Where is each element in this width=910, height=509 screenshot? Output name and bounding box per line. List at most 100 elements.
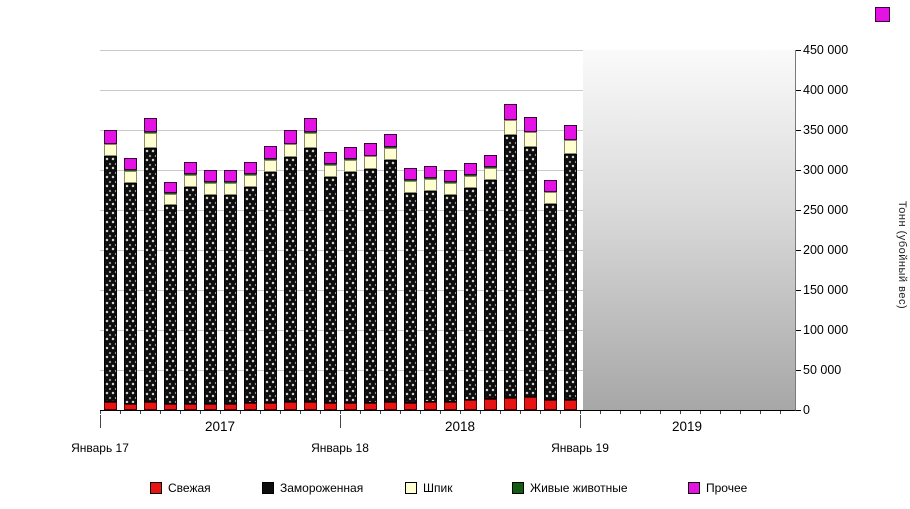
segment-Замороженная [503,134,517,398]
segment-Прочее [183,162,197,175]
segment-Замороженная [123,182,137,404]
y-axis-title: Тонн (убойный вес) [896,200,908,309]
segment-Замороженная [143,147,157,402]
bar-2018-05 [420,50,440,410]
x-month-tick [280,411,281,414]
segment-Замороженная [403,193,417,403]
x-year-tick [340,415,341,428]
segment-Замороженная [483,179,497,399]
bar-2017-02 [120,50,140,410]
x-month-tick [600,411,601,414]
segment-Свежая [443,402,457,410]
segment-Живые животные [223,182,237,183]
segment-Живые животные [123,170,137,171]
legend-swatch [688,482,700,494]
segment-Шпик [303,133,317,148]
legend-label: Замороженная [280,481,364,495]
y-tick-label: 350 000 [803,123,849,137]
x-month-tick [500,411,501,414]
bar-2018-10 [520,50,540,410]
segment-Замороженная [383,160,397,402]
segment-Свежая [523,397,537,410]
segment-Замороженная [363,169,377,403]
bar-2018-08 [480,50,500,410]
segment-Живые животные [103,143,117,145]
segment-Замороженная [243,186,257,403]
x-month-tick [320,411,321,414]
segment-Свежая [123,403,137,410]
segment-Свежая [543,399,557,410]
segment-Шпик [503,120,517,135]
y-tick [796,90,801,91]
segment-Свежая [103,402,117,410]
segment-Прочее [123,158,137,171]
segment-Свежая [563,400,577,410]
segment-Живые животные [183,174,197,175]
y-tick [796,130,801,131]
x-month-tick [480,411,481,414]
segment-Живые животные [463,174,477,176]
segment-Шпик [363,156,377,170]
x-month-tick [440,411,441,414]
segment-Свежая [183,403,197,410]
legend: Свежая Замороженная Шпик Живые животные Проч… [0,481,910,499]
segment-Прочее [483,154,497,167]
segment-Прочее [103,130,117,144]
segment-Свежая [503,398,517,410]
segment-Живые животные [163,193,177,195]
x-year-label: 2019 [671,419,703,434]
segment-Шпик [263,159,277,173]
y-tick [796,50,801,51]
y-tick [796,210,801,211]
bar-2017-11 [300,50,320,410]
x-month-tick [420,411,421,414]
segment-Свежая [383,402,397,410]
segment-Живые животные [323,164,337,166]
legend-item-3: Шпик [405,481,452,495]
segment-Замороженная [303,147,317,402]
segment-Шпик [223,182,237,195]
segment-Прочее [303,118,317,133]
x-jan-label: Январь 17 [71,441,129,455]
segment-Живые животные [543,191,557,193]
segment-Свежая [323,402,337,410]
bar-2017-05 [180,50,200,410]
x-month-tick [340,411,341,414]
segment-Замороженная [163,205,177,405]
segment-Свежая [283,402,297,410]
segment-Шпик [523,132,537,147]
segment-Шпик [563,140,577,155]
segment-Прочее [243,162,257,175]
segment-Прочее [203,170,217,183]
segment-Шпик [423,178,437,191]
segment-Шпик [143,133,157,148]
segment-Живые животные [423,178,437,179]
x-jan-label: Январь 19 [551,441,609,455]
x-month-tick [640,411,641,414]
segment-Шпик [323,165,337,178]
segment-Замороженная [323,177,337,403]
segment-Шпик [243,174,257,187]
segment-Свежая [223,403,237,410]
segment-Шпик [103,144,117,157]
bar-2017-10 [280,50,300,410]
segment-Шпик [183,174,197,187]
segment-Свежая [163,404,177,410]
bar-2017-12 [320,50,340,410]
bar-2017-06 [200,50,220,410]
x-jan-label: Январь 18 [311,441,369,455]
y-tick [796,330,801,331]
x-month-tick [360,411,361,414]
legend-item-5: Прочее [688,481,747,495]
segment-Живые животные [483,166,497,168]
x-month-tick [740,411,741,414]
segment-Прочее [283,130,297,144]
x-month-tick [220,411,221,414]
segment-Свежая [403,402,417,410]
segment-Замороженная [443,194,457,402]
segment-Шпик [543,192,557,204]
segment-Замороженная [203,194,217,404]
y-tick-label: 250 000 [803,203,849,217]
x-month-tick [720,411,721,414]
segment-Прочее [383,134,397,147]
